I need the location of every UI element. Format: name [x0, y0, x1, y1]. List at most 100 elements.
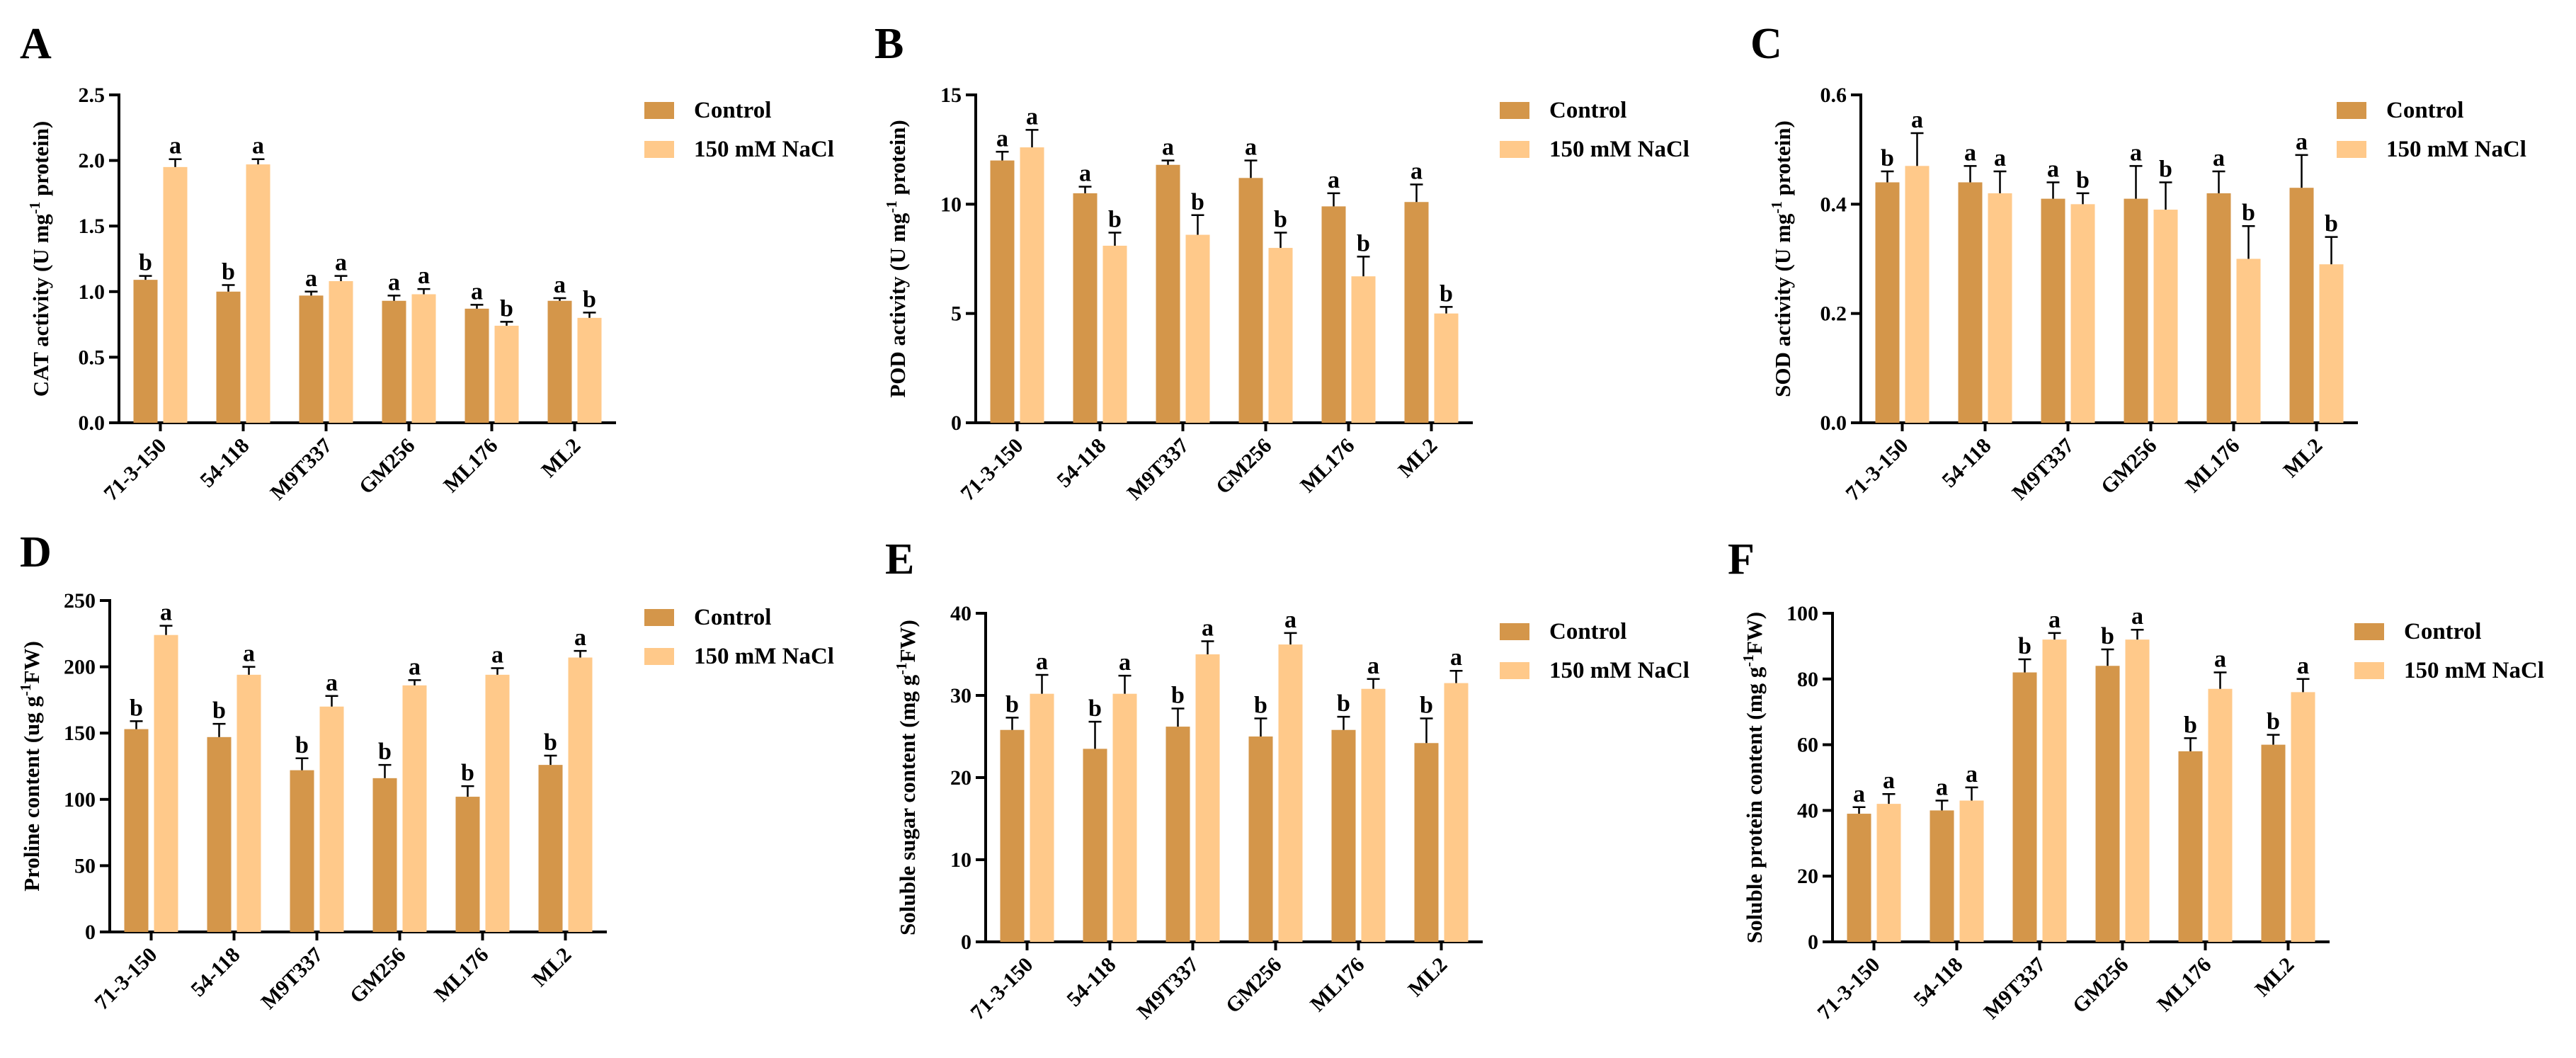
bar-control: [1083, 749, 1107, 942]
x-tick-label: ML176: [1306, 953, 1369, 1016]
y-axis-label: Soluble protein content (mg g-1FW): [1740, 612, 1767, 943]
significance-letter: b: [130, 695, 143, 721]
x-tick-label: 54-118: [1937, 434, 1995, 492]
legend-label-nacl: 150 mM NaCl: [1549, 658, 1689, 683]
y-tick-label: 0.6: [1820, 84, 1847, 107]
x-tick-label: ML2: [2279, 434, 2327, 482]
y-tick-label: 60: [1797, 734, 1818, 757]
x-tick-label: 71-3-150: [1841, 434, 1913, 506]
y-tick-label: 50: [74, 854, 96, 877]
bar-nacl: [319, 706, 344, 932]
significance-letter: a: [1883, 768, 1895, 794]
x-tick-label: ML176: [2153, 953, 2216, 1016]
legend-label-nacl: 150 mM NaCl: [2404, 658, 2544, 683]
bar-nacl: [154, 635, 178, 932]
x-tick-label: 54-118: [1909, 953, 1967, 1011]
significance-letter: a: [471, 278, 483, 305]
y-tick-label: 10: [940, 193, 962, 216]
x-tick-label: ML2: [528, 943, 576, 991]
significance-letter: a: [2214, 647, 2226, 673]
legend-label-control: Control: [1549, 98, 1626, 123]
bar-control: [538, 765, 563, 932]
significance-letter: b: [212, 698, 226, 724]
significance-letter: a: [1119, 649, 1131, 676]
panel-label: F: [1728, 535, 1755, 584]
x-tick-label: M9T337: [266, 434, 337, 505]
significance-letter: a: [2131, 603, 2143, 630]
legend-label-control: Control: [1549, 619, 1626, 644]
y-tick-label: 200: [64, 656, 96, 679]
x-tick-label: 54-118: [1062, 953, 1120, 1011]
x-tick-label: M9T337: [1123, 434, 1194, 505]
legend-label-nacl: 150 mM NaCl: [694, 644, 834, 669]
significance-letter: a: [1410, 159, 1423, 185]
bar-control: [207, 736, 232, 932]
y-tick-label: 40: [1797, 799, 1818, 822]
legend-swatch-nacl: [644, 141, 674, 158]
bar-nacl: [1020, 147, 1044, 423]
legend-swatch-control: [644, 102, 674, 119]
bar-control: [1331, 729, 1356, 942]
x-tick-label: ML176: [2181, 434, 2244, 497]
y-tick-label: 0.0: [79, 411, 106, 435]
y-tick-label: 80: [1797, 668, 1818, 691]
x-tick-label: M9T337: [1980, 953, 2051, 1024]
y-tick-label: 40: [950, 602, 971, 625]
bar-control: [133, 280, 158, 423]
bar-control: [1404, 202, 1429, 423]
legend-swatch-control: [2337, 102, 2366, 119]
bar-control: [372, 778, 397, 932]
significance-letter: b: [544, 729, 557, 756]
significance-letter: a: [491, 642, 503, 668]
significance-letter: a: [1026, 103, 1038, 130]
significance-letter: b: [2159, 156, 2172, 182]
significance-letter: b: [1171, 683, 1185, 709]
x-tick-label: 71-3-150: [90, 943, 161, 1015]
bar-nacl: [402, 685, 427, 932]
legend-swatch-nacl: [644, 648, 674, 665]
bar-control: [290, 770, 314, 932]
bar-control: [1414, 743, 1439, 942]
bar-control: [1073, 193, 1098, 423]
y-axis-label: SOD activity (U mg-1 protein): [1768, 120, 1795, 397]
significance-letter: b: [2267, 709, 2280, 735]
bar-nacl: [1102, 245, 1127, 423]
x-tick-label: GM256: [355, 434, 420, 499]
significance-letter: a: [305, 266, 317, 292]
significance-letter: b: [2101, 623, 2114, 649]
bar-nacl: [1185, 234, 1210, 423]
significance-letter: a: [574, 625, 586, 651]
x-tick-label: GM256: [2097, 434, 2162, 499]
bar-nacl: [1876, 804, 1901, 942]
y-tick-label: 0: [961, 931, 971, 954]
bar-nacl: [1112, 693, 1137, 942]
bar-control: [547, 300, 572, 423]
y-tick-label: 30: [950, 684, 971, 707]
significance-letter: a: [409, 654, 421, 680]
bar-nacl: [329, 280, 353, 423]
x-tick-label: 54-118: [186, 943, 244, 1001]
bar-nacl: [1351, 276, 1376, 423]
bar-nacl: [411, 294, 436, 423]
bar-nacl: [1195, 654, 1220, 942]
y-tick-label: 150: [64, 722, 96, 745]
significance-letter: a: [1911, 107, 1923, 133]
significance-letter: b: [1337, 690, 1350, 717]
x-tick-label: ML176: [1296, 434, 1359, 497]
significance-letter: a: [2047, 156, 2059, 182]
legend-label-nacl: 150 mM NaCl: [694, 137, 834, 162]
significance-letter: b: [378, 739, 392, 765]
bar-nacl: [2208, 688, 2233, 942]
significance-letter: b: [1088, 695, 1102, 722]
y-tick-label: 0: [1808, 931, 1818, 954]
significance-letter: a: [1936, 774, 1948, 800]
significance-letter: b: [295, 732, 309, 758]
significance-letter: b: [2076, 167, 2090, 193]
significance-letter: b: [1274, 206, 1287, 232]
bar-nacl: [1278, 644, 1303, 942]
bar-nacl: [1988, 193, 2012, 423]
significance-letter: a: [2130, 140, 2142, 166]
significance-letter: a: [2048, 607, 2061, 633]
significance-letter: b: [1357, 230, 1370, 256]
